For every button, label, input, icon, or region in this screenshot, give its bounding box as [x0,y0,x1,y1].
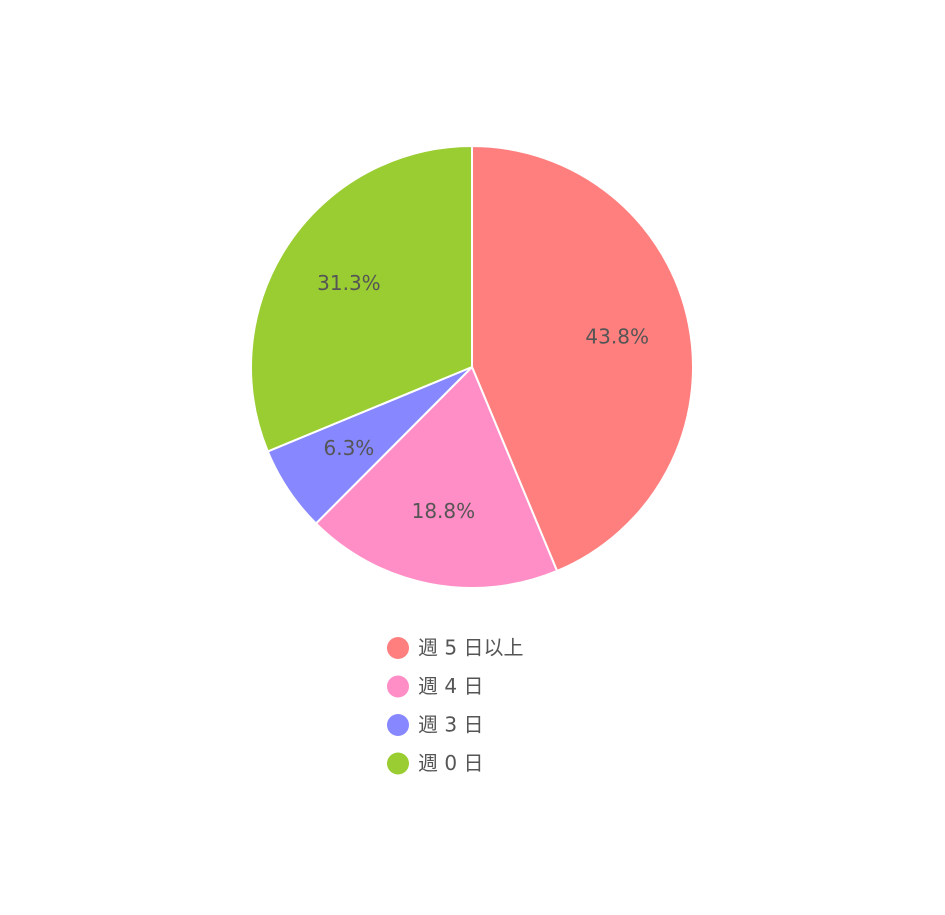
data-label: 18.8% [412,499,476,523]
legend-marker [387,752,409,775]
legend-marker [387,675,409,698]
data-label: 31.3% [317,271,381,295]
legend-label: 週 5 日以上 [418,636,523,660]
pie-slice [314,365,559,589]
legend-label: 週 4 日 [418,674,483,698]
legend-marker [387,637,409,659]
data-label: 43.8% [585,324,649,348]
pie-slice [471,144,694,573]
data-label: 6.3% [324,436,375,460]
pie-slice [250,144,473,453]
legend-label: 週 0 日 [418,751,483,775]
legend-marker [387,714,409,736]
legend-label: 週 3 日 [418,713,483,737]
